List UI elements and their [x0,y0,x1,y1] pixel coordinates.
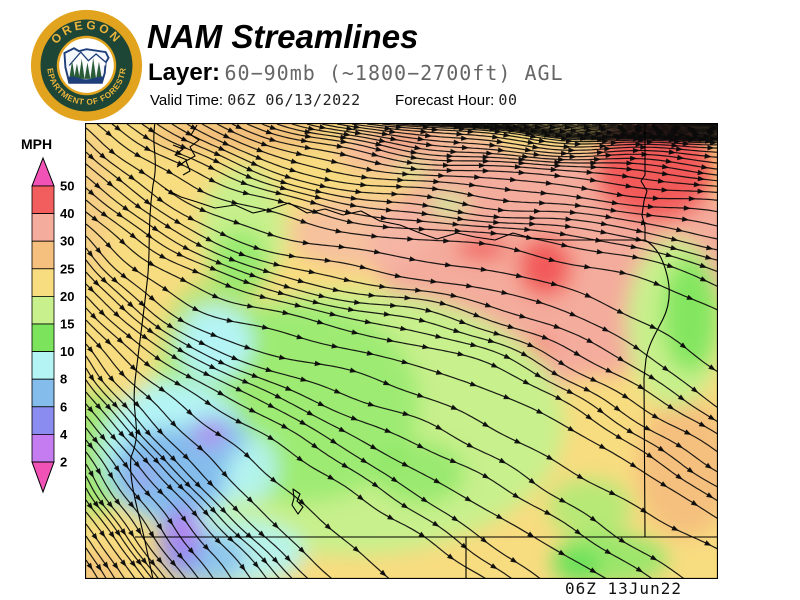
legend-title: MPH [21,136,53,152]
legend-tick-label: 8 [60,372,67,387]
valid-time-value: 06Z 06/13/2022 [227,91,361,109]
legend-tick-label: 25 [60,261,74,276]
boundary-klamath-lake [291,488,304,515]
speed-legend: 50 40 30 25 20 15 10 8 6 4 2 [31,156,74,494]
boundary-idaho-border [640,123,670,538]
water-icon [64,76,109,83]
legend-segment [31,213,55,242]
legend-segment [31,433,55,463]
legend-segment [31,185,55,215]
forecast-hour-label: Forecast Hour: [395,92,495,109]
oregon-state-emblem [63,47,110,84]
legend-segment [31,295,55,325]
legend-tick-label: 40 [60,206,74,221]
layer-line: Layer: 60−90mb (~1800−2700ft) AGL [148,59,564,87]
speed-field-layer [85,123,718,579]
valid-time-label: Valid Time: [150,92,224,109]
legend-tick-label: 6 [60,399,67,414]
forecast-hour-value: 00 [498,91,518,109]
boundary-coastline [130,123,156,579]
boundary-puget-sound [172,124,200,176]
legend-segment [31,351,55,380]
legend-segment [31,378,55,408]
legend-tick-label: 10 [60,344,74,359]
streamline-map [84,122,719,580]
legend-tick-label: 30 [60,234,74,249]
layer-value: 60−90mb (~1800−2700ft) AGL [224,61,564,85]
map-canvas [84,122,719,580]
valid-time-line: Valid Time: 06Z 06/13/2022 Forecast Hour… [150,91,517,109]
legend-segment [31,323,55,353]
legend-tick-label: 2 [60,455,67,470]
legend-tick-label: 20 [60,289,74,304]
legend-tick-label: 4 [60,427,68,442]
legend-segment [31,240,55,270]
legend-arrow-down [31,461,55,494]
map-border [84,122,719,580]
boundary-columbia-river-or-wa-border [164,188,645,241]
map-timestamp: 06Z 13Jun22 [565,579,682,598]
legend-arrow-up [31,156,55,187]
legend-tick-label: 15 [60,317,74,332]
legend-segment [31,406,55,435]
mountain-icon [68,51,109,67]
odf-logo: OREGON DEPARTMENT OF FORESTRY [29,8,143,122]
trees-icon [69,57,102,79]
streamline-arrows-layer [86,123,718,577]
boundaries-layer [130,123,718,579]
layer-label: Layer: [148,59,221,86]
page-title: NAM Streamlines [147,18,419,55]
legend-tick-label: 50 [60,179,74,194]
map-layers [85,123,718,579]
legend-segment [31,268,55,297]
